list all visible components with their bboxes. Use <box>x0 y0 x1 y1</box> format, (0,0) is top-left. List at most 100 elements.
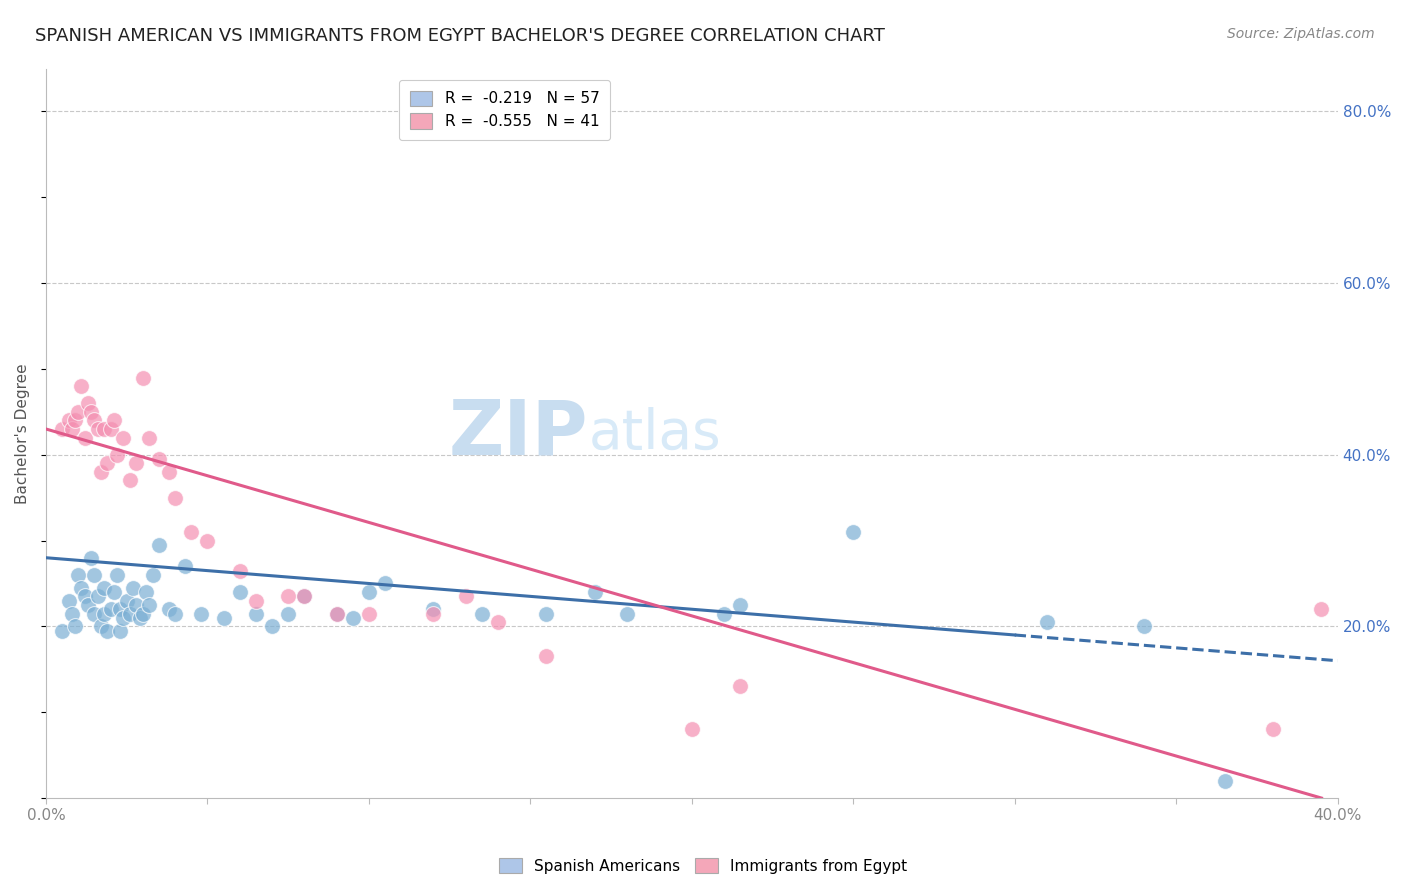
Point <box>728 680 751 694</box>
Point <box>96 624 118 638</box>
Point <box>90 619 112 633</box>
Point <box>357 585 380 599</box>
Point <box>190 607 212 621</box>
Point <box>70 379 93 393</box>
Legend: Spanish Americans, Immigrants from Egypt: Spanish Americans, Immigrants from Egypt <box>492 852 914 880</box>
Point <box>77 598 100 612</box>
Point <box>1133 619 1156 633</box>
Point <box>325 607 347 621</box>
Point <box>228 564 250 578</box>
Point <box>1261 723 1284 737</box>
Text: ZIP: ZIP <box>449 396 589 470</box>
Point <box>141 568 163 582</box>
Point <box>212 611 235 625</box>
Point <box>681 723 703 737</box>
Point <box>83 413 105 427</box>
Point <box>128 611 150 625</box>
Point <box>422 602 444 616</box>
Point <box>292 590 315 604</box>
Point <box>67 568 90 582</box>
Point <box>245 607 267 621</box>
Point <box>173 559 195 574</box>
Point <box>135 585 157 599</box>
Point <box>260 619 283 633</box>
Point <box>70 581 93 595</box>
Text: atlas: atlas <box>589 406 721 460</box>
Point <box>93 581 115 595</box>
Point <box>73 431 96 445</box>
Point <box>96 456 118 470</box>
Point <box>63 413 86 427</box>
Point <box>583 585 606 599</box>
Point <box>83 568 105 582</box>
Point <box>1310 602 1333 616</box>
Point <box>138 598 160 612</box>
Point <box>77 396 100 410</box>
Point <box>51 422 73 436</box>
Point <box>100 602 122 616</box>
Point <box>105 448 128 462</box>
Point <box>122 581 145 595</box>
Point <box>471 607 494 621</box>
Point <box>138 431 160 445</box>
Point <box>60 607 83 621</box>
Point <box>228 585 250 599</box>
Point <box>115 593 138 607</box>
Point <box>93 422 115 436</box>
Point <box>1036 615 1059 629</box>
Point <box>60 422 83 436</box>
Point <box>90 465 112 479</box>
Point <box>148 538 170 552</box>
Point <box>125 598 148 612</box>
Y-axis label: Bachelor's Degree: Bachelor's Degree <box>15 363 30 504</box>
Point <box>103 585 125 599</box>
Point <box>132 607 155 621</box>
Point <box>180 524 202 539</box>
Point <box>80 405 103 419</box>
Point <box>616 607 638 621</box>
Point <box>83 607 105 621</box>
Text: Source: ZipAtlas.com: Source: ZipAtlas.com <box>1227 27 1375 41</box>
Point <box>93 607 115 621</box>
Point <box>112 611 135 625</box>
Point <box>63 619 86 633</box>
Point <box>357 607 380 621</box>
Point <box>422 607 444 621</box>
Point <box>110 602 132 616</box>
Text: SPANISH AMERICAN VS IMMIGRANTS FROM EGYPT BACHELOR'S DEGREE CORRELATION CHART: SPANISH AMERICAN VS IMMIGRANTS FROM EGYP… <box>35 27 884 45</box>
Point <box>103 413 125 427</box>
Point <box>73 590 96 604</box>
Point <box>325 607 347 621</box>
Point <box>165 491 187 505</box>
Point <box>148 452 170 467</box>
Point <box>1213 773 1236 788</box>
Point <box>342 611 364 625</box>
Point <box>100 422 122 436</box>
Point <box>105 568 128 582</box>
Point <box>277 590 299 604</box>
Point <box>454 590 477 604</box>
Point <box>67 405 90 419</box>
Point <box>110 624 132 638</box>
Point <box>157 602 180 616</box>
Point <box>112 431 135 445</box>
Point <box>842 524 865 539</box>
Point <box>86 590 108 604</box>
Point <box>125 456 148 470</box>
Point <box>277 607 299 621</box>
Point <box>132 370 155 384</box>
Point <box>486 615 509 629</box>
Point <box>80 550 103 565</box>
Point <box>245 593 267 607</box>
Point <box>292 590 315 604</box>
Point <box>197 533 219 548</box>
Point <box>118 474 141 488</box>
Point <box>165 607 187 621</box>
Point <box>157 465 180 479</box>
Legend: R =  -0.219   N = 57, R =  -0.555   N = 41: R = -0.219 N = 57, R = -0.555 N = 41 <box>399 79 610 140</box>
Point <box>118 607 141 621</box>
Point <box>713 607 735 621</box>
Point <box>58 413 80 427</box>
Point <box>51 624 73 638</box>
Point <box>374 576 396 591</box>
